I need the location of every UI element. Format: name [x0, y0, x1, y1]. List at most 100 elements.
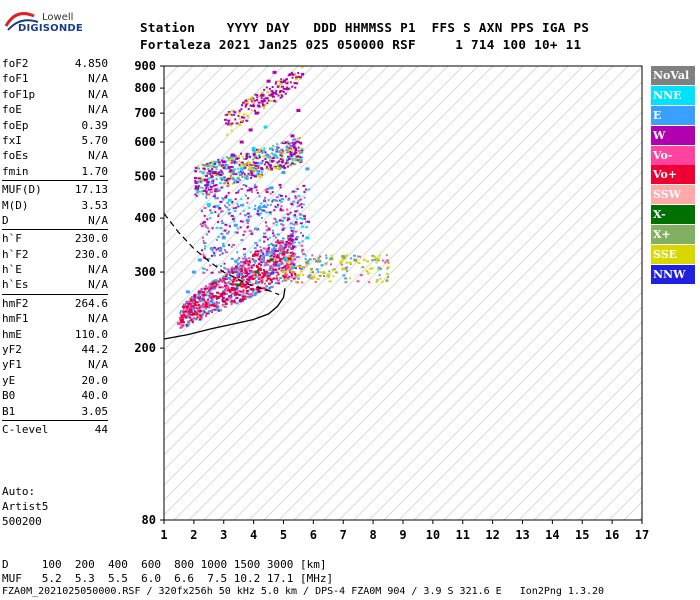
echo-pixel: [205, 187, 208, 190]
echo-pixel: [296, 205, 299, 208]
echo-pixel: [221, 294, 224, 297]
echo-pixel: [232, 216, 235, 219]
echo-pixel: [275, 254, 278, 257]
echo-pixel: [264, 261, 268, 264]
echo-pixel: [248, 215, 252, 218]
echo-pixel: [280, 261, 283, 264]
echo-pixel: [208, 285, 212, 288]
echo-pixel: [227, 111, 231, 114]
parameter-label: h`Es: [2, 278, 29, 292]
echo-pixel: [261, 151, 264, 154]
echo-pixel: [298, 241, 301, 244]
echo-pixel: [305, 264, 308, 267]
echo-pixel: [299, 213, 303, 216]
parameter-separator: [2, 229, 108, 231]
legend-item-vominus: Vo-: [651, 145, 695, 165]
echo-pixel: [266, 97, 269, 100]
echo-pixel: [239, 179, 242, 182]
grid-line: [248, 126, 642, 520]
echo-pixel: [234, 270, 238, 273]
echo-pixel: [261, 272, 264, 275]
echo-pixel: [198, 186, 202, 189]
echo-pixel: [226, 281, 229, 284]
echo-pixel: [267, 271, 271, 274]
echo-pixel: [245, 259, 248, 262]
echo-pixel: [209, 165, 212, 168]
echo-pixel: [260, 91, 264, 94]
echo-pixel: [244, 164, 247, 167]
echo-pixel: [262, 255, 266, 258]
parameter-value: N/A: [88, 278, 108, 292]
echo-pixel: [264, 158, 267, 161]
echo-pixel: [271, 269, 274, 272]
echo-pixel: [267, 249, 270, 252]
echo-pixel: [339, 260, 343, 263]
echo-pixel: [243, 173, 246, 176]
echo-pixel: [292, 277, 296, 280]
echo-pixel: [230, 214, 234, 217]
parameter-row: h`Es N/A: [2, 277, 108, 292]
echo-pixel: [275, 224, 278, 227]
echo-pixel: [292, 146, 296, 149]
echo-pixel: [248, 189, 252, 192]
echo-pixel: [296, 151, 299, 154]
echo-pixel: [255, 265, 259, 268]
echo-pixel: [225, 292, 229, 295]
echo-pixel: [284, 274, 288, 277]
echo-point: [245, 218, 250, 222]
grid-line: [518, 396, 642, 520]
echo-pixel: [296, 159, 300, 162]
echo-pixel: [197, 177, 201, 180]
echo-pixel: [264, 103, 267, 106]
echo-pixel: [228, 269, 231, 272]
auto-code: 500200: [2, 515, 42, 529]
echo-pixel: [249, 164, 253, 167]
echo-pixel: [293, 138, 297, 141]
echo-point: [236, 283, 241, 287]
echo-pixel: [195, 301, 198, 304]
parameter-label: foE: [2, 103, 22, 117]
echo-pixel: [226, 201, 230, 204]
echo-point: [206, 203, 211, 207]
echo-pixel: [213, 285, 217, 288]
echo-pixel: [259, 256, 262, 259]
grid-line: [368, 246, 642, 520]
echo-pixel: [365, 269, 369, 272]
echo-pixel: [292, 223, 296, 226]
echo-pixel: [256, 156, 259, 159]
echo-pixel: [278, 260, 282, 263]
echo-pixel: [222, 198, 225, 201]
echo-pixel: [256, 94, 259, 97]
echo-pixel: [310, 268, 314, 271]
echo-point: [269, 186, 274, 190]
echo-pixel: [265, 254, 269, 257]
echo-pixel: [237, 191, 240, 194]
legend-item-xplus: X+: [651, 225, 695, 245]
echo-pixel: [263, 147, 266, 150]
echo-pixel: [268, 277, 272, 280]
echo-pixel: [256, 96, 259, 99]
echo-pixel: [267, 99, 270, 102]
echo-pixel: [223, 229, 227, 232]
echo-pixel: [253, 161, 257, 164]
echo-pixel: [252, 97, 255, 100]
echo-pixel: [287, 218, 291, 221]
parameter-label: foF1p: [2, 87, 36, 101]
echo-pixel: [263, 240, 266, 243]
parameter-value: N/A: [88, 149, 108, 163]
echo-pixel: [212, 246, 216, 249]
echo-pixel: [282, 227, 286, 230]
echo-pixel: [207, 289, 210, 292]
grid-line: [164, 66, 224, 126]
echo-pixel: [235, 191, 238, 194]
echo-pixel: [289, 153, 293, 156]
echo-pixel: [242, 234, 245, 237]
echo-pixel: [295, 76, 298, 79]
echo-pixel: [269, 278, 273, 281]
echo-pixel: [248, 296, 252, 299]
echo-pixel: [234, 180, 237, 183]
echo-pixel: [266, 263, 269, 266]
echo-pixel: [260, 167, 264, 170]
echo-pixel: [293, 246, 296, 249]
echo-pixel: [195, 304, 198, 307]
